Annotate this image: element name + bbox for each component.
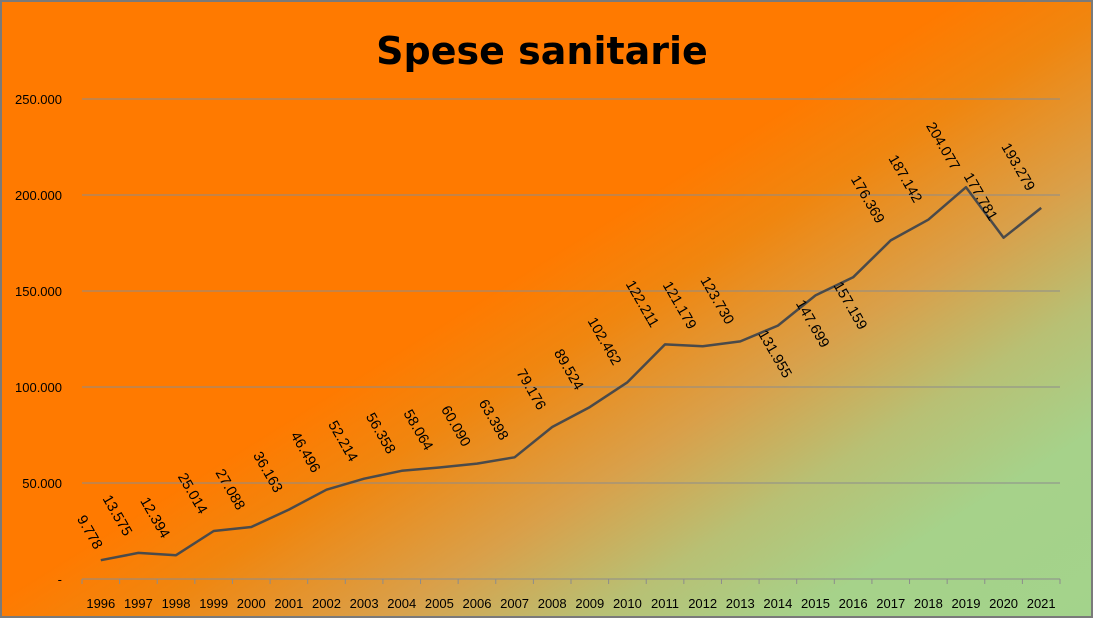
x-tick-label: 2005 <box>425 596 454 611</box>
x-tick-label: 2011 <box>651 596 679 611</box>
data-label: 176.369 <box>847 173 887 226</box>
data-label: 46.496 <box>287 429 323 475</box>
x-tick-label: 2007 <box>500 596 529 611</box>
x-tick-label: 2008 <box>538 596 567 611</box>
x-tick-label: 2002 <box>312 596 341 611</box>
y-tick-label: 150.000 <box>15 284 62 299</box>
data-label: 12.394 <box>136 495 172 541</box>
data-label: 131.955 <box>754 328 794 381</box>
data-label: 63.398 <box>475 397 511 443</box>
x-tick-label: 2017 <box>876 596 905 611</box>
x-tick-label: 2020 <box>989 596 1018 611</box>
data-label: 27.088 <box>212 467 248 513</box>
data-label: 157.159 <box>830 279 870 332</box>
data-label: 204.077 <box>922 120 962 173</box>
chart-title: Spese sanitarie <box>376 29 708 73</box>
x-tick-label: 2010 <box>613 596 642 611</box>
x-tick-label: 2012 <box>688 596 717 611</box>
x-tick-label: 2019 <box>952 596 981 611</box>
data-label: 9.778 <box>73 513 105 552</box>
data-label: 121.179 <box>659 279 699 332</box>
x-tick-label: 2018 <box>914 596 943 611</box>
data-label: 60.090 <box>437 403 473 449</box>
x-tick-label: 1998 <box>162 596 191 611</box>
y-tick-label: 200.000 <box>15 188 62 203</box>
data-label: 52.214 <box>324 418 360 464</box>
data-label: 58.064 <box>400 407 436 453</box>
x-tick-label: 1996 <box>86 596 115 611</box>
data-label: 177.781 <box>960 170 1000 223</box>
x-tick-label: 2014 <box>763 596 792 611</box>
data-label: 147.699 <box>792 297 832 350</box>
x-tick-label: 2021 <box>1027 596 1056 611</box>
x-tick-label: 2006 <box>463 596 492 611</box>
x-tick-label: 2009 <box>575 596 604 611</box>
x-tick-label: 2000 <box>237 596 266 611</box>
data-label: 123.730 <box>697 274 737 327</box>
data-label: 187.142 <box>885 152 925 205</box>
x-tick-label: 1997 <box>124 596 153 611</box>
y-tick-label: 100.000 <box>15 380 62 395</box>
x-tick-label: 2015 <box>801 596 830 611</box>
data-label: 89.524 <box>550 347 586 393</box>
x-tick-label: 2001 <box>274 596 303 611</box>
y-tick-label: 50.000 <box>22 476 62 491</box>
data-label: 13.575 <box>99 493 135 539</box>
x-tick-label: 2013 <box>726 596 755 611</box>
data-label: 79.176 <box>513 367 549 413</box>
x-tick-label: 2003 <box>350 596 379 611</box>
x-tick-label: 1999 <box>199 596 228 611</box>
series-line <box>100 185 1042 562</box>
data-label: 56.358 <box>362 410 398 456</box>
data-label: 25.014 <box>174 471 210 517</box>
x-tick-label: 2016 <box>839 596 868 611</box>
data-label: 36.163 <box>249 449 285 495</box>
y-tick-label: - <box>58 572 62 587</box>
y-tick-label: 250.000 <box>15 92 62 107</box>
data-label: 193.279 <box>998 140 1038 193</box>
x-tick-label: 2004 <box>387 596 416 611</box>
data-label: 122.211 <box>622 278 662 330</box>
data-label: 102.462 <box>584 315 624 368</box>
